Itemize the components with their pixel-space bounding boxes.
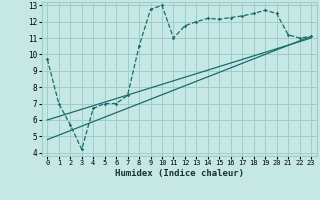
X-axis label: Humidex (Indice chaleur): Humidex (Indice chaleur) (115, 169, 244, 178)
